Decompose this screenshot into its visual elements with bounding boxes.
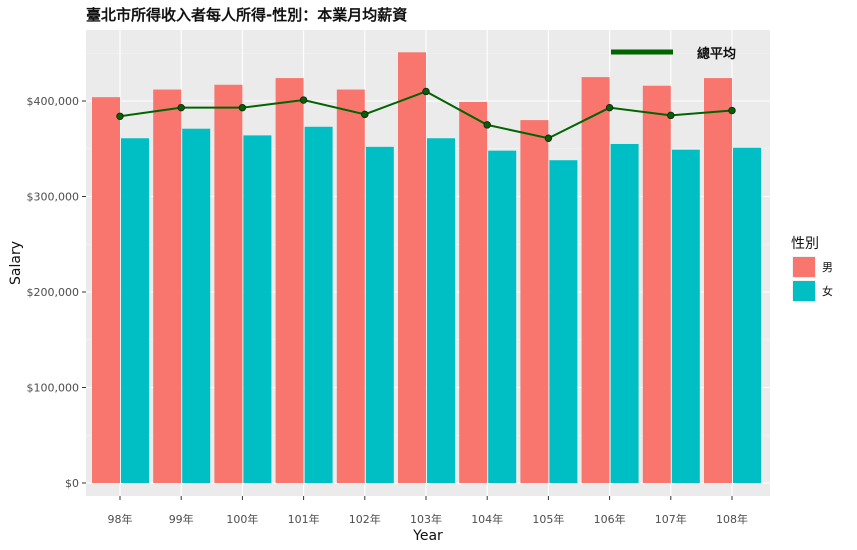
average-point bbox=[361, 110, 369, 119]
x-tick-label: 99年 bbox=[169, 512, 194, 526]
x-tick-label: 103年 bbox=[410, 512, 442, 526]
average-point bbox=[605, 103, 614, 112]
y-tick-label: $0 bbox=[65, 477, 79, 490]
bar-female bbox=[549, 160, 578, 483]
bar-male bbox=[642, 85, 671, 483]
average-point bbox=[299, 96, 308, 104]
y-axis-title: Salary bbox=[8, 241, 24, 285]
bar-male bbox=[92, 97, 120, 484]
bar-female bbox=[733, 147, 761, 484]
bar-female bbox=[488, 150, 517, 483]
y-tick-label: $300,000 bbox=[27, 191, 80, 204]
legend: 性別 男女 bbox=[791, 236, 833, 302]
x-tick-label: 104年 bbox=[471, 512, 503, 526]
x-tick-label: 101年 bbox=[288, 512, 320, 526]
average-annotation-label: 總平均 bbox=[697, 46, 736, 62]
legend-title: 性別 bbox=[791, 236, 819, 252]
bar-female bbox=[304, 126, 333, 483]
bar-male bbox=[214, 84, 243, 483]
average-line-group bbox=[116, 87, 736, 142]
x-tick-label: 102年 bbox=[349, 512, 381, 526]
bar-female bbox=[365, 146, 394, 483]
average-point bbox=[116, 112, 124, 120]
x-tick-label: 107年 bbox=[655, 512, 687, 526]
average-point bbox=[728, 106, 736, 115]
bar-male bbox=[704, 78, 732, 483]
average-point bbox=[422, 87, 430, 96]
y-axis: $0 $100,000 $200,000 $300,000 $400,000 bbox=[27, 95, 86, 490]
y-tick-label: $200,000 bbox=[27, 286, 80, 299]
average-point bbox=[238, 103, 247, 112]
bar-male bbox=[398, 52, 426, 484]
x-tick-label: 106年 bbox=[594, 512, 626, 526]
bar-female bbox=[610, 143, 639, 483]
x-tick-label: 100年 bbox=[226, 512, 258, 526]
y-tick-label: $400,000 bbox=[27, 95, 80, 108]
average-point bbox=[177, 103, 185, 112]
x-axis-title: Year bbox=[412, 528, 443, 544]
average-point bbox=[667, 111, 675, 120]
bar-male bbox=[459, 101, 488, 483]
bar-male bbox=[520, 120, 549, 483]
bar-male bbox=[336, 89, 365, 483]
average-annotation: 總平均 bbox=[611, 46, 736, 62]
y-tick-label: $100,000 bbox=[27, 382, 80, 395]
x-tick-label: 105年 bbox=[532, 512, 564, 526]
bar-female bbox=[121, 138, 149, 483]
bar-female bbox=[243, 135, 272, 483]
bar-male bbox=[275, 78, 304, 483]
x-tick-label: 98年 bbox=[108, 512, 133, 526]
bars-group bbox=[92, 52, 761, 484]
average-point bbox=[483, 121, 491, 129]
x-axis: 98年 99年 100年 101年 102年 103年 104年 105年 106年 107年 10… bbox=[108, 496, 748, 526]
chart-title: 臺北市所得收入者每人所得-性別：本業月均薪資 bbox=[86, 6, 407, 24]
bar-female bbox=[182, 128, 211, 483]
legend-label-female: 女 bbox=[822, 284, 833, 298]
bar-male bbox=[153, 89, 182, 483]
average-point bbox=[544, 134, 553, 142]
bar-female bbox=[427, 138, 455, 483]
legend-swatch-male bbox=[793, 257, 815, 277]
x-tick-label: 108年 bbox=[716, 512, 748, 526]
legend-label-male: 男 bbox=[822, 261, 833, 274]
bar-female bbox=[671, 149, 700, 483]
legend-items: 男女 bbox=[792, 256, 833, 302]
legend-swatch-female bbox=[793, 281, 815, 301]
bar-male bbox=[581, 77, 610, 483]
